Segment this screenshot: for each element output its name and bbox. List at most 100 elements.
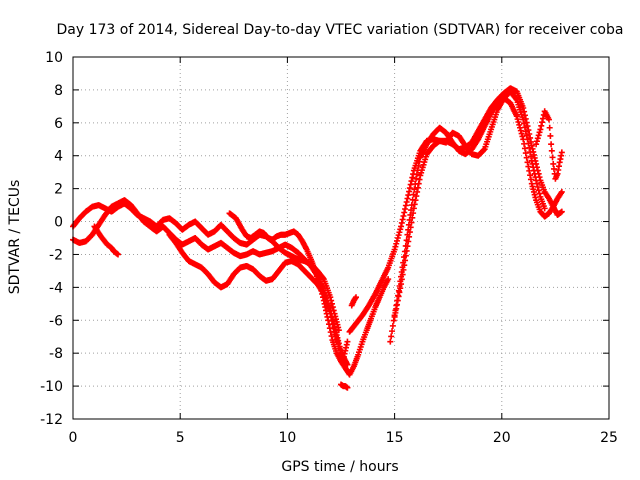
data-point: [534, 183, 541, 190]
x-tick-label: 0: [69, 430, 78, 446]
data-point: [408, 219, 415, 226]
data-point: [527, 138, 534, 145]
data-point: [524, 123, 531, 130]
data-point: [398, 219, 405, 226]
data-point: [325, 317, 332, 324]
y-tick-label: -12: [40, 412, 63, 428]
data-point: [385, 276, 392, 283]
data-point: [405, 238, 412, 245]
data-point: [523, 119, 530, 126]
x-tick-label: 15: [386, 430, 404, 446]
data-point: [412, 197, 419, 204]
data-point: [353, 294, 360, 301]
data-point: [524, 159, 531, 166]
data-point: [413, 171, 420, 178]
data-point: [401, 209, 408, 216]
series-arc-8: [391, 85, 565, 320]
data-point: [533, 141, 540, 148]
data-point: [535, 187, 542, 194]
data-point: [404, 195, 411, 202]
data-point: [513, 95, 520, 102]
data-point: [319, 294, 326, 301]
series-arc-1: [70, 200, 342, 334]
data-point: [514, 116, 521, 123]
data-point: [389, 322, 396, 329]
data-point: [548, 147, 555, 154]
data-point: [392, 243, 399, 250]
data-point: [399, 216, 406, 223]
data-point: [409, 214, 416, 221]
data-point: [389, 328, 396, 335]
data-point: [400, 266, 407, 273]
data-point: [318, 287, 325, 294]
data-point: [326, 325, 333, 332]
data-point: [404, 243, 411, 250]
data-point: [398, 281, 405, 288]
data-point: [344, 384, 351, 391]
data-point: [401, 262, 408, 269]
data-point: [411, 201, 418, 208]
data-point: [319, 290, 326, 297]
data-point: [413, 193, 420, 200]
x-tick-label: 25: [600, 430, 618, 446]
data-point: [388, 333, 395, 340]
data-point: [525, 127, 532, 134]
data-point: [317, 284, 324, 291]
x-axis-label: GPS time / hours: [281, 459, 398, 475]
data-point: [538, 122, 545, 129]
data-point: [537, 126, 544, 133]
data-point: [406, 185, 413, 192]
data-point: [521, 140, 528, 147]
data-point: [325, 321, 332, 328]
data-point: [549, 154, 556, 161]
data-point: [539, 115, 546, 122]
y-tick-label: -6: [49, 313, 63, 329]
y-tick-label: 10: [45, 50, 63, 66]
data-point: [392, 309, 399, 316]
data-point: [327, 294, 334, 301]
data-point: [398, 276, 405, 283]
data-point: [414, 184, 421, 191]
data-point: [526, 167, 533, 174]
data-point: [527, 153, 534, 160]
data-points: [70, 85, 565, 391]
series-arc-10: [338, 381, 351, 391]
data-point: [403, 199, 410, 206]
data-point: [541, 205, 548, 212]
x-tick-label: 5: [176, 430, 185, 446]
data-point: [517, 127, 524, 134]
data-point: [527, 134, 534, 141]
data-point: [406, 233, 413, 240]
data-point: [407, 224, 414, 231]
data-point: [408, 178, 415, 185]
data-point: [521, 108, 528, 115]
data-point: [515, 118, 522, 125]
series-arc-3: [91, 223, 122, 258]
data-point: [393, 305, 400, 312]
data-point: [397, 226, 404, 233]
data-point: [390, 317, 397, 324]
data-point: [415, 162, 422, 169]
data-point: [535, 170, 542, 177]
data-point: [399, 271, 406, 278]
series-arc-11: [348, 294, 360, 309]
y-tick-label: 0: [54, 215, 63, 231]
data-point: [546, 124, 553, 131]
data-point: [395, 293, 402, 300]
data-point: [525, 163, 532, 170]
data-point: [558, 149, 565, 156]
y-tick-label: 4: [54, 149, 63, 165]
data-point: [395, 232, 402, 239]
y-tick-label: -10: [40, 379, 63, 395]
y-tick-label: 6: [54, 116, 63, 132]
x-tick-label: 20: [493, 430, 511, 446]
data-point: [410, 210, 417, 217]
y-tick-label: 2: [54, 182, 63, 198]
data-point: [329, 304, 336, 311]
series-arc-4: [166, 231, 351, 368]
data-point: [403, 247, 410, 254]
y-tick-label: -2: [49, 247, 63, 263]
data-point: [394, 237, 401, 244]
data-point: [396, 289, 403, 296]
data-point: [416, 176, 423, 183]
